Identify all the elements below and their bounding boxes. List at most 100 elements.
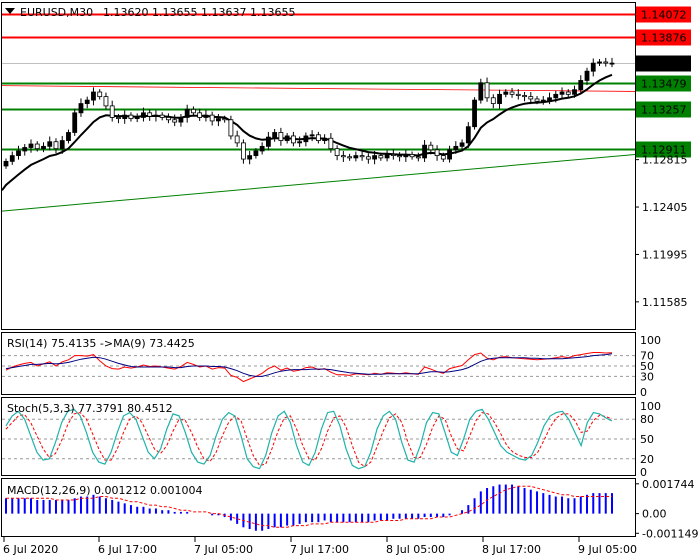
candle-up bbox=[540, 99, 546, 102]
time-axis-label: 7 Jul 05:00 bbox=[194, 543, 253, 556]
price-tag-resistance bbox=[636, 6, 691, 23]
candle-down bbox=[109, 105, 115, 118]
stoch-axis-label: 20 bbox=[640, 453, 654, 466]
candle-down bbox=[409, 154, 415, 158]
time-axis-label: 8 Jul 05:00 bbox=[386, 543, 445, 556]
candle-down bbox=[490, 97, 496, 104]
price-axis-label: 1.11995 bbox=[642, 248, 688, 261]
macd-title: MACD(12,26,9) 0.001212 0.001004 bbox=[7, 484, 203, 497]
candle-up bbox=[322, 137, 328, 141]
time-axis-label: 9 Jul 05:00 bbox=[578, 543, 637, 556]
candle-down bbox=[397, 155, 402, 158]
candle-up bbox=[141, 112, 146, 118]
candle-down bbox=[103, 96, 109, 107]
candle-down bbox=[528, 96, 534, 100]
candle-up bbox=[372, 155, 377, 160]
stoch-axis-label: 0 bbox=[640, 466, 647, 479]
candle-up bbox=[478, 82, 484, 101]
candle-up bbox=[41, 145, 46, 150]
candle-down bbox=[209, 114, 215, 122]
candle-down bbox=[290, 135, 296, 144]
price-layer bbox=[1, 13, 636, 212]
candle-down bbox=[278, 132, 284, 141]
candle-up bbox=[597, 61, 602, 64]
price-axis-label: 1.11585 bbox=[642, 296, 688, 309]
macd-axis-label: 0.00 bbox=[642, 508, 667, 521]
candle-up bbox=[559, 91, 565, 95]
candle-up bbox=[203, 114, 209, 118]
candle-up bbox=[497, 93, 502, 104]
time-axis-label: 8 Jul 17:00 bbox=[482, 543, 541, 556]
macd-axis-label: -0.001149 bbox=[642, 527, 698, 540]
price-axis-label: 1.12405 bbox=[642, 201, 688, 214]
candle-up bbox=[384, 154, 390, 159]
rsi-axis-label: 100 bbox=[640, 334, 661, 347]
candle-up bbox=[122, 114, 128, 120]
stoch-main-line bbox=[5, 408, 613, 470]
candle-down bbox=[53, 141, 59, 150]
price-tag-resistance bbox=[636, 29, 691, 46]
candle-down bbox=[222, 118, 228, 121]
candle-down bbox=[359, 155, 365, 158]
candle-up bbox=[297, 141, 303, 144]
time-axis-label: 7 Jul 17:00 bbox=[290, 543, 349, 556]
candle-up bbox=[59, 140, 65, 150]
candle-up bbox=[16, 150, 21, 156]
candle-down bbox=[509, 91, 515, 95]
price-panel-frame bbox=[1, 2, 636, 330]
price-tag-support bbox=[636, 75, 691, 92]
candle-down bbox=[347, 156, 353, 159]
price-axis-label: 1.12815 bbox=[642, 154, 688, 167]
candle-up bbox=[216, 118, 221, 122]
candle-up bbox=[178, 117, 184, 123]
candle-down bbox=[197, 112, 203, 118]
candle-down bbox=[484, 82, 490, 99]
stoch-panel-frame bbox=[1, 397, 636, 476]
rsi-panel-frame bbox=[1, 332, 636, 395]
price-tag-support bbox=[636, 101, 691, 118]
candle-up bbox=[590, 62, 596, 72]
candle-up bbox=[309, 134, 315, 137]
candle-down bbox=[434, 149, 440, 156]
candle-up bbox=[272, 132, 278, 138]
candle-down bbox=[97, 91, 103, 98]
trend-line bbox=[1, 153, 636, 212]
candle-down bbox=[440, 155, 446, 160]
axis-layer: 1.14072 1.13876 1.13655 1.13479 1.13257 1.129… bbox=[3, 6, 698, 556]
candle-up bbox=[465, 126, 471, 144]
rsi-ma-line bbox=[5, 353, 613, 377]
price-tag-label: 1.13257 bbox=[641, 104, 687, 117]
candle-up bbox=[47, 141, 53, 147]
candle-up bbox=[91, 91, 96, 101]
price-tag-label: 1.13479 bbox=[641, 78, 687, 91]
candle-down bbox=[603, 61, 609, 64]
candle-up bbox=[553, 93, 559, 99]
candle-down bbox=[334, 148, 340, 156]
rsi-axis-label: 30 bbox=[640, 370, 654, 383]
candle-up bbox=[609, 62, 615, 65]
candle-down bbox=[522, 95, 527, 98]
stoch-layer bbox=[2, 408, 635, 470]
secondary-level-line bbox=[1, 85, 636, 92]
candle-down bbox=[241, 142, 246, 160]
candle-down bbox=[315, 134, 321, 141]
price-tag-label: 1.13655 bbox=[641, 58, 687, 71]
price-tag-label: 1.13876 bbox=[641, 32, 687, 45]
stoch-axis-label: 80 bbox=[640, 413, 654, 426]
candle-down bbox=[565, 91, 571, 95]
candle-up bbox=[403, 154, 409, 158]
price-tag-current bbox=[636, 55, 691, 72]
candle-up bbox=[303, 135, 309, 143]
candle-down bbox=[172, 119, 178, 123]
macd-axis-label: 0.001744 bbox=[642, 478, 695, 491]
candle-down bbox=[34, 143, 40, 150]
candle-up bbox=[22, 147, 28, 152]
candle-up bbox=[9, 155, 15, 162]
macd-signal-line bbox=[6, 485, 612, 528]
rsi-axis-label: 0 bbox=[640, 386, 647, 399]
candle-down bbox=[191, 108, 196, 114]
symbol-dropdown-icon[interactable] bbox=[5, 8, 15, 14]
candle-up bbox=[84, 99, 90, 104]
time-axis-label: 6 Jul 17:00 bbox=[98, 543, 157, 556]
